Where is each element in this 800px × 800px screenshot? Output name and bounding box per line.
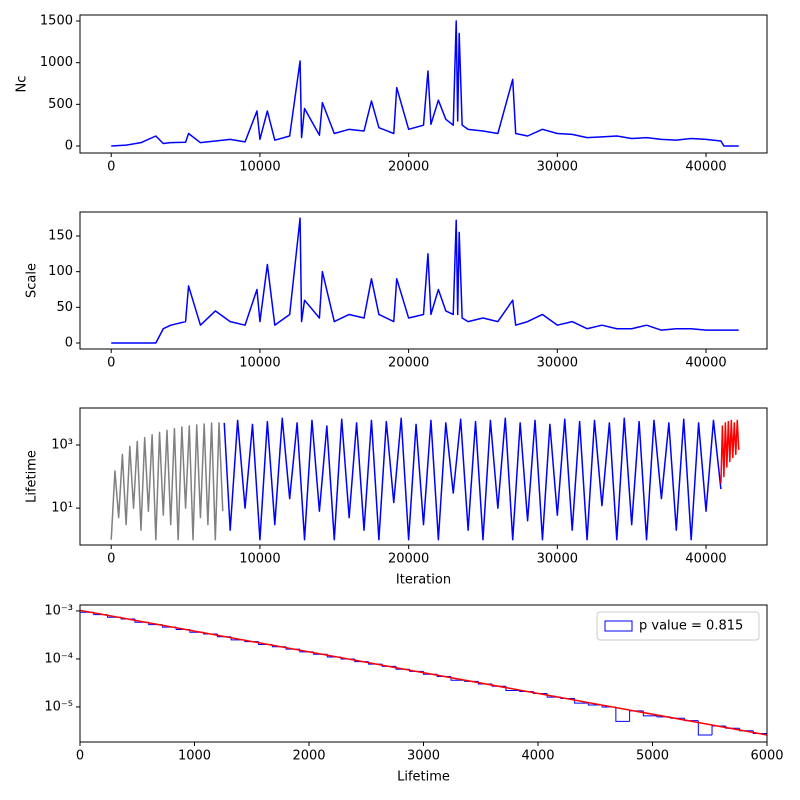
- line: [223, 417, 722, 541]
- y-tick-label: 10⁻³: [44, 603, 73, 618]
- x-tick-label: 40000: [685, 160, 726, 175]
- plot-area: [80, 609, 767, 742]
- legend-label: p value = 0.815: [639, 619, 743, 634]
- y-tick-label: 1500: [40, 14, 73, 29]
- x-tick-label: 0: [76, 749, 84, 764]
- subplot: 0 10000 20000 30000 40000 10¹ 10³ Iteration Life…: [25, 407, 768, 588]
- plot-area: [110, 417, 740, 541]
- x-tick-label: 40000: [685, 552, 726, 567]
- x-tick-label: 20000: [388, 356, 429, 371]
- legend-swatch: [604, 620, 633, 632]
- x-tick-label: 6000: [750, 749, 783, 764]
- x-tick-label: 4000: [521, 749, 554, 764]
- x-tick-label: 10000: [239, 552, 280, 567]
- y-tick-label: 10⁻⁵: [44, 699, 73, 714]
- line: [80, 609, 767, 736]
- x-tick-label: 30000: [537, 160, 578, 175]
- y-axis-label: Scale: [25, 263, 40, 298]
- y-tick-label: 100: [48, 264, 73, 279]
- y-tick-label: 10³: [51, 437, 73, 452]
- legend-box: [596, 611, 760, 641]
- line: [110, 422, 224, 541]
- y-tick-label: 10¹: [51, 501, 73, 516]
- histogram-step: [80, 611, 94, 742]
- line: [111, 20, 739, 147]
- subplot: 0 1000 2000 3000 4000 5000 6000 10⁻³ 10⁻⁴ 10⁻⁵ Lif…: [44, 603, 783, 784]
- subplot: 0 10000 20000 30000 40000 0 50 100 150 Scale: [25, 211, 768, 371]
- subplot: 0 10000 20000 30000 40000 0 500 1000 1500 Nc: [15, 14, 768, 175]
- x-tick-label: 0: [107, 356, 115, 371]
- y-axis-label: Lifetime: [25, 450, 40, 503]
- x-tick-label: 1000: [178, 749, 211, 764]
- x-axis-label: Iteration: [396, 573, 451, 588]
- y-axis-label: Nc: [15, 76, 30, 93]
- y-tick-label: 500: [48, 97, 73, 112]
- x-tick-label: 20000: [388, 160, 429, 175]
- y-tick-label: 0: [65, 139, 73, 154]
- plot-area: [111, 20, 739, 147]
- histogram-step: [697, 720, 713, 736]
- axes-frame: [79, 14, 768, 154]
- axes-frame: [79, 211, 768, 350]
- x-tick-label: 30000: [537, 356, 578, 371]
- line: [111, 217, 739, 344]
- x-tick-label: 0: [107, 552, 115, 567]
- y-tick-label: 0: [65, 336, 73, 351]
- x-tick-label: 0: [107, 160, 115, 175]
- x-axis-label: Lifetime: [397, 770, 450, 785]
- histogram-step: [615, 706, 630, 722]
- x-tick-label: 10000: [239, 356, 280, 371]
- x-tick-label: 20000: [388, 552, 429, 567]
- x-tick-label: 3000: [407, 749, 440, 764]
- x-tick-label: 40000: [685, 356, 726, 371]
- x-tick-label: 2000: [292, 749, 325, 764]
- y-tick-label: 10⁻⁴: [44, 651, 73, 666]
- x-tick-label: 5000: [636, 749, 669, 764]
- axes-frame: [79, 407, 768, 546]
- x-tick-label: 30000: [537, 552, 578, 567]
- y-tick-label: 150: [48, 228, 73, 243]
- plot-area: [111, 217, 739, 344]
- line: [720, 419, 740, 484]
- y-tick-label: 1000: [40, 55, 73, 70]
- y-tick-label: 50: [56, 300, 73, 315]
- x-tick-label: 10000: [239, 160, 280, 175]
